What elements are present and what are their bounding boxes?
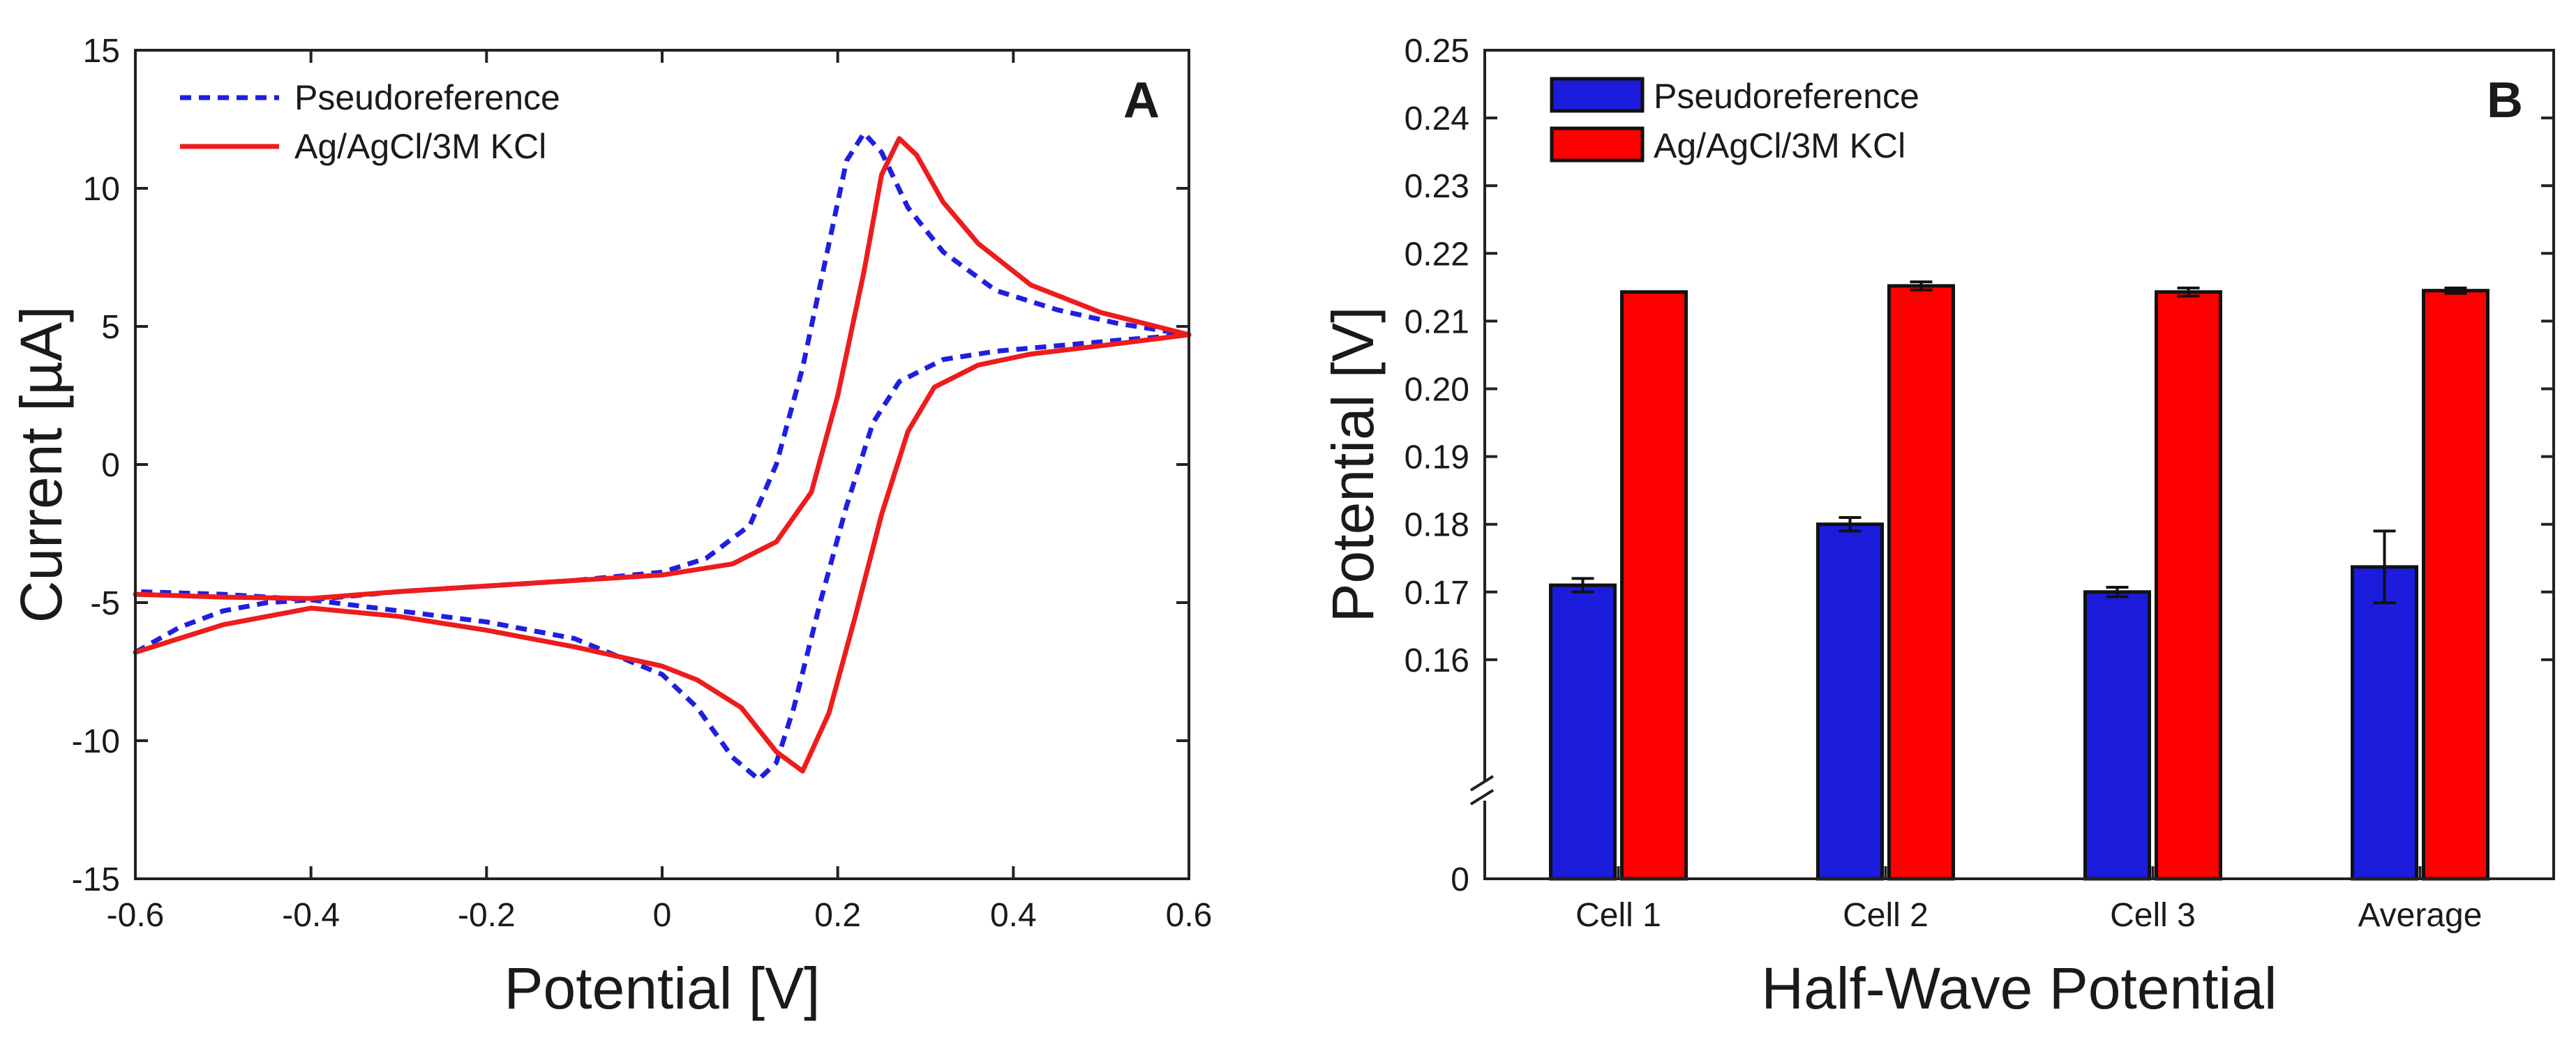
panel-a-x-tick-label: 0 (653, 897, 672, 934)
panel-b-bar-ag-agcl-3m-kcl-cell-2 (1887, 284, 1955, 881)
panel-a-x-tick-label: 0.2 (814, 897, 861, 934)
panel-b-bar-pseudoreference-cell-1 (1549, 583, 1617, 881)
panel-a-y-tick-label: 15 (83, 33, 120, 70)
panel-b-y-axis-label: Potential [V] (1320, 307, 1386, 623)
panel-a-y-tick-label: -5 (90, 585, 120, 622)
panel-b-bar-pseudoreference-cell-2 (1816, 522, 1884, 881)
panel-b-y-tick-label: 0.18 (1405, 507, 1469, 544)
panel-b-label: B (2487, 73, 2523, 128)
panel-b-x-tick-label: Average (2358, 897, 2483, 934)
panel-b-y-tick-label: 0.21 (1405, 303, 1469, 340)
panel-b-x-tick-label: Cell 1 (1575, 897, 1661, 934)
panel-a-y-axis-label: Current [µA] (8, 306, 74, 624)
panel-a-legend: Pseudoreference Ag/AgCl/3M KCl (180, 78, 560, 166)
panel-a-x-tick-label: -0.2 (458, 897, 516, 934)
panel-a-x-tick-label: -0.4 (282, 897, 340, 934)
panel-b-legend: Pseudoreference Ag/AgCl/3M KCl (1550, 77, 1919, 165)
panel-b-bar-ag-agcl-3m-kcl-cell-3 (2155, 290, 2222, 881)
panel-b-axis-break (1469, 775, 1499, 806)
panel-a-y-tick-label: 0 (101, 447, 120, 484)
panel-b-y-tick-label: 0.22 (1405, 236, 1469, 273)
panel-b-x-tick-label: Cell 2 (1843, 897, 1929, 934)
panel-a-cyclic-voltammogram: -0.6 -0.4 -0.2 0 0.2 0.4 0.6 -15 -10 -5 0 5 10 15 Cur… (8, 33, 1212, 1021)
panel-a-y-tick-label: 5 (101, 309, 120, 346)
panel-b-axis-break-gap (1471, 781, 1499, 801)
panel-a-x-tick-label: -0.6 (107, 897, 165, 934)
panel-b-axis-break-mark-lower (1469, 789, 1495, 806)
panel-a-legend-agagcl-label: Ag/AgCl/3M KCl (294, 127, 546, 166)
panel-b-y-tick-label: 0.25 (1405, 33, 1469, 70)
panel-b-y-tick-label: 0.16 (1405, 642, 1469, 679)
panel-b-y-tick-label: 0.19 (1405, 439, 1469, 476)
panel-a-y-tick-label: -10 (72, 723, 120, 760)
panel-b-y-tick-label: 0.17 (1405, 575, 1469, 612)
panel-b-y-tick-label: 0 (1451, 861, 1469, 898)
panel-b-bar-pseudoreference-cell-3 (2083, 590, 2151, 881)
panel-b-y-tick-label: 0.23 (1405, 168, 1469, 205)
panel-b-half-wave-bar-chart: 0 0.16 0.17 0.18 0.19 0.20 0.21 0.22 0.23 0.24 0.2… (1320, 33, 2555, 1021)
panel-a-y-tick-label: -15 (72, 861, 120, 898)
panel-b-bar-ag-agcl-3m-kcl-cell-1 (1620, 290, 1688, 881)
panel-a-axes-box (134, 49, 1190, 880)
panel-b-legend-agagcl-swatch (1550, 126, 1645, 163)
panel-b-ticks: 0 0.16 0.17 0.18 0.19 0.20 0.21 0.22 0.23 0.24 0.2… (1405, 33, 2554, 934)
panel-b-axis-break-mark-upper (1469, 775, 1495, 792)
panel-b-y-tick-label: 0.20 (1405, 372, 1469, 409)
panel-b-bar-ag-agcl-3m-kcl-average (2422, 289, 2489, 881)
panel-a-label: A (1123, 73, 1160, 128)
panel-b-bar-pseudoreference-average (2351, 565, 2418, 881)
panel-a-y-tick-label: 10 (83, 171, 120, 208)
panel-b-x-axis-label: Half-Wave Potential (1761, 956, 2277, 1021)
panel-b-y-tick-label: 0.24 (1405, 100, 1469, 137)
panel-b-legend-agagcl-label: Ag/AgCl/3M KCl (1654, 126, 1905, 165)
panel-a-legend-pseudoreference-label: Pseudoreference (294, 78, 560, 117)
panel-b-legend-pseudoreference-swatch (1550, 77, 1645, 113)
panel-a-ticks: -0.6 -0.4 -0.2 0 0.2 0.4 0.6 -15 -10 -5 0 5 10 15 (72, 33, 1213, 934)
panel-b-axes-box (1483, 49, 2555, 880)
panel-b-x-tick-label: Cell 3 (2110, 897, 2196, 934)
panel-a-x-tick-label: 0.4 (990, 897, 1037, 934)
panel-b-legend-pseudoreference-label: Pseudoreference (1654, 77, 1919, 116)
panel-a-x-axis-label: Potential [V] (504, 956, 821, 1021)
panel-a-x-tick-label: 0.6 (1166, 897, 1213, 934)
